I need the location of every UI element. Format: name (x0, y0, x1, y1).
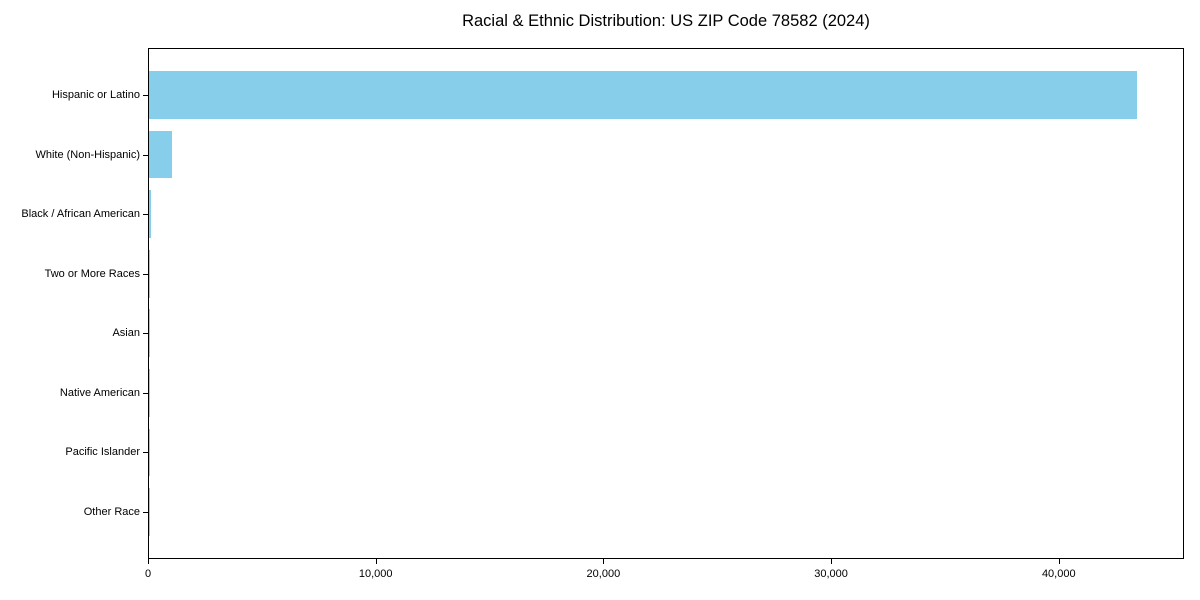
y-tick-mark-1 (143, 154, 148, 156)
x-tick-label-0: 0 (144, 568, 152, 580)
y-tick-mark-5 (143, 392, 148, 394)
y-tick-mark-6 (143, 452, 148, 454)
x-tick-mark-2 (603, 559, 605, 564)
y-tick-label-7: Other Race (83, 505, 140, 518)
bar-6 (149, 428, 150, 477)
y-tick-mark-3 (143, 273, 148, 275)
bar-4 (149, 309, 150, 358)
y-tick-label-5: Native American (59, 386, 140, 399)
x-tick-label-2: 20,000 (586, 568, 621, 580)
y-tick-mark-7 (143, 511, 148, 513)
x-tick-mark-0 (148, 559, 149, 564)
bar-3 (149, 249, 151, 298)
chart-title: Racial & Ethnic Distribution: US ZIP Cod… (462, 12, 870, 30)
x-tick-mark-1 (375, 559, 377, 564)
x-tick-label-4: 40,000 (1041, 568, 1076, 580)
bar-0 (149, 71, 1138, 119)
y-tick-label-4: Asian (112, 327, 140, 340)
bar-5 (149, 369, 150, 417)
x-tick-label-3: 30,000 (814, 568, 848, 580)
y-tick-label-2: Black / African American (21, 208, 140, 221)
x-tick-mark-3 (831, 559, 833, 564)
y-tick-label-1: White (Non-Hispanic) (35, 148, 140, 161)
x-tick-mark-4 (1058, 559, 1060, 564)
y-tick-mark-0 (143, 95, 148, 97)
bar-1 (149, 130, 172, 179)
plot-area (148, 48, 1184, 559)
y-tick-label-6: Pacific Islander (65, 446, 140, 459)
bar-7 (149, 488, 150, 536)
bar-2 (149, 190, 151, 238)
y-tick-label-3: Two or More Races (44, 267, 140, 280)
y-tick-label-0: Hispanic or Latino (51, 89, 140, 102)
y-tick-mark-4 (143, 333, 148, 335)
x-tick-label-1: 10,000 (358, 568, 393, 580)
y-tick-mark-2 (143, 214, 148, 216)
